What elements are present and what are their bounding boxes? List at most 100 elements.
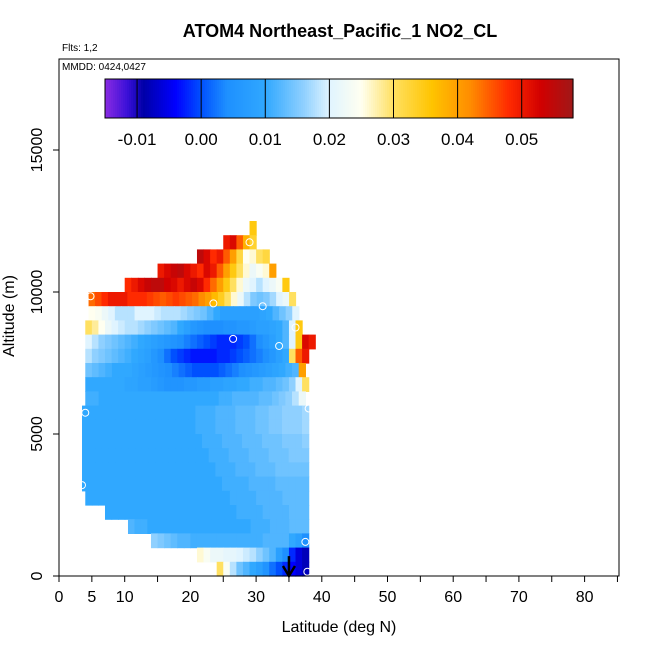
heatmap-cell: [144, 320, 152, 336]
heatmap-cell: [213, 306, 221, 321]
heatmap-cell: [249, 490, 257, 506]
colorbar-segment: [285, 79, 288, 118]
heatmap-cell: [272, 391, 280, 407]
heatmap-cell: [242, 277, 251, 293]
heatmap-cell: [281, 462, 290, 478]
heatmap-cell: [161, 476, 170, 492]
heatmap-cell: [208, 405, 216, 421]
heatmap-cell: [248, 434, 256, 449]
colorbar-segment: [333, 79, 336, 118]
heatmap-cell: [301, 434, 310, 449]
heatmap-cell: [190, 377, 198, 392]
heatmap-cell: [262, 277, 270, 293]
heatmap-cell: [168, 476, 176, 492]
heatmap-cell: [223, 277, 231, 293]
colorbar-segment: [363, 79, 366, 118]
colorbar-segment: [419, 79, 422, 118]
heatmap-cell: [101, 434, 110, 449]
heatmap-cell: [115, 448, 123, 463]
heatmap-cell: [242, 320, 251, 336]
heatmap-cell: [289, 292, 297, 307]
heatmap-cell: [144, 377, 152, 392]
colorbar-segment: [483, 79, 486, 118]
heatmap-cell: [114, 292, 122, 307]
heatmap-cell: [275, 434, 283, 449]
heatmap-cell: [269, 561, 277, 577]
heatmap-cell: [124, 505, 132, 520]
colorbar-segment: [345, 79, 348, 118]
heatmap-cell: [150, 377, 159, 392]
heatmap-cell: [82, 419, 90, 435]
heatmap-cell: [195, 476, 203, 492]
heatmap-cell: [118, 391, 126, 407]
colorbar-segment: [469, 79, 472, 118]
colorbar-segment: [539, 79, 542, 118]
heatmap-cell: [239, 306, 247, 321]
heatmap-cell: [196, 277, 205, 293]
chart-title: ATOM4 Northeast_Pacific_1 NO2_CL: [183, 21, 497, 41]
heatmap-cell: [216, 348, 224, 364]
heatmap-cell: [108, 405, 116, 421]
heatmap-cell: [148, 448, 156, 463]
heatmap-cell: [108, 419, 116, 435]
heatmap-cell: [190, 490, 198, 506]
colorbar-segment: [271, 79, 274, 118]
heatmap-cell: [177, 377, 185, 392]
flight-marker: [275, 341, 284, 350]
heatmap-cell: [236, 348, 244, 364]
heatmap-cell: [268, 434, 276, 449]
heatmap-cell: [190, 533, 198, 549]
colorbar-segment: [543, 79, 546, 118]
heatmap-cell: [255, 476, 263, 492]
colorbar-segment: [451, 79, 454, 118]
colorbar-segment: [433, 79, 436, 118]
colorbar-segment: [317, 79, 320, 118]
heatmap-cell: [236, 533, 244, 549]
heatmap-cell: [249, 334, 257, 350]
colorbar-segment: [367, 79, 370, 118]
heatmap-cell: [134, 519, 142, 534]
colorbar-segment: [231, 79, 234, 118]
heatmap-cell: [157, 334, 165, 350]
colorbar-segment: [511, 79, 514, 118]
heatmap-cell: [88, 462, 96, 478]
heatmap-cell: [262, 263, 270, 279]
colorbar-segment: [427, 79, 430, 118]
heatmap-cell: [138, 363, 146, 378]
colorbar-segment: [523, 79, 526, 118]
heatmap-cell: [141, 419, 150, 435]
heatmap-cell: [302, 519, 310, 534]
heatmap-cell: [265, 391, 273, 407]
heatmap-cell: [146, 292, 154, 307]
heatmap-cell: [248, 476, 256, 492]
heatmap-cell: [88, 405, 96, 421]
heatmap-cell: [256, 348, 264, 364]
heatmap-cell: [95, 462, 103, 478]
heatmap-cell: [137, 505, 146, 520]
heatmap-cell: [137, 377, 146, 392]
heatmap-cell: [302, 377, 310, 392]
colorbar-segment: [139, 79, 142, 118]
heatmap-cell: [241, 405, 250, 421]
heatmap-cell: [131, 334, 139, 350]
heatmap-cell: [115, 405, 123, 421]
colorbar-segment: [289, 79, 292, 118]
colorbar-tick-label: 0.02: [313, 130, 346, 149]
heatmap-cell: [203, 320, 211, 336]
heatmap-cell: [155, 462, 163, 478]
colorbar-segment: [111, 79, 114, 118]
heatmap-cell: [216, 277, 224, 293]
heatmap-cell: [177, 490, 185, 506]
colorbar-segment: [275, 79, 278, 118]
heatmap-cell: [256, 533, 264, 549]
colorbar-segment: [421, 79, 424, 118]
colorbar-segment: [123, 79, 126, 118]
heatmap-cell: [118, 320, 126, 336]
heatmap-cell: [223, 348, 231, 364]
heatmap-cell: [278, 391, 286, 407]
heatmap-cell: [206, 306, 214, 321]
heatmap-cell: [282, 377, 290, 392]
heatmap-cell: [235, 419, 243, 435]
heatmap-cell: [275, 547, 283, 563]
colorbar-segment: [393, 79, 396, 118]
